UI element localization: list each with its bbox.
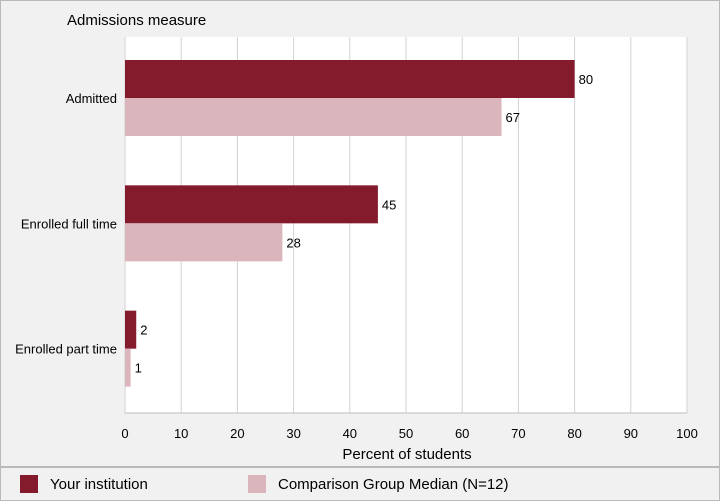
x-tick-label: 30 bbox=[286, 426, 300, 441]
legend: Your institution Comparison Group Median… bbox=[0, 467, 720, 501]
bar bbox=[125, 185, 378, 224]
x-tick-label: 40 bbox=[343, 426, 357, 441]
x-tick-label: 10 bbox=[174, 426, 188, 441]
bar-value-label: 67 bbox=[506, 110, 520, 125]
x-tick-label: 50 bbox=[399, 426, 413, 441]
x-tick-label: 0 bbox=[121, 426, 128, 441]
bar bbox=[125, 60, 575, 98]
category-labels: Admitted Enrolled full time Enrolled part … bbox=[15, 91, 117, 357]
x-axis-title: Percent of students bbox=[342, 446, 471, 463]
bar-value-label: 1 bbox=[135, 361, 142, 376]
y-axis-title: Admissions measure bbox=[67, 12, 206, 29]
legend-item-comparison-median: Comparison Group Median (N=12) bbox=[248, 475, 509, 493]
legend-swatch-your-institution bbox=[20, 475, 38, 493]
x-tick-labels: 0 10 20 30 40 50 60 70 80 90 100 bbox=[121, 426, 697, 441]
x-tick-label: 100 bbox=[676, 426, 698, 441]
bar-value-label: 45 bbox=[382, 197, 396, 212]
bars: 80 67 45 28 2 1 bbox=[125, 60, 593, 387]
x-tick-label: 90 bbox=[624, 426, 638, 441]
bar-value-label: 80 bbox=[579, 72, 593, 87]
legend-label-comparison-median: Comparison Group Median (N=12) bbox=[278, 475, 509, 493]
x-tick-label: 60 bbox=[455, 426, 469, 441]
bar bbox=[125, 98, 502, 136]
category-label: Admitted bbox=[66, 91, 117, 106]
bar bbox=[125, 310, 137, 349]
bar bbox=[125, 348, 131, 387]
bar-chart: Admissions measure 80 67 45 28 2 1 Admitted En… bbox=[15, 12, 698, 463]
chart-panel: Admissions measure 80 67 45 28 2 1 Admitted En… bbox=[0, 0, 720, 467]
legend-label-your-institution: Your institution bbox=[50, 475, 148, 493]
bar-value-label: 2 bbox=[140, 323, 147, 338]
legend-swatch-comparison-median bbox=[248, 475, 266, 493]
category-label: Enrolled part time bbox=[15, 342, 117, 357]
bar-value-label: 28 bbox=[286, 235, 300, 250]
category-label: Enrolled full time bbox=[21, 216, 117, 231]
x-tick-label: 20 bbox=[230, 426, 244, 441]
bar bbox=[125, 223, 283, 262]
legend-item-your-institution: Your institution bbox=[20, 475, 148, 493]
x-tick-label: 80 bbox=[567, 426, 581, 441]
x-tick-label: 70 bbox=[511, 426, 525, 441]
